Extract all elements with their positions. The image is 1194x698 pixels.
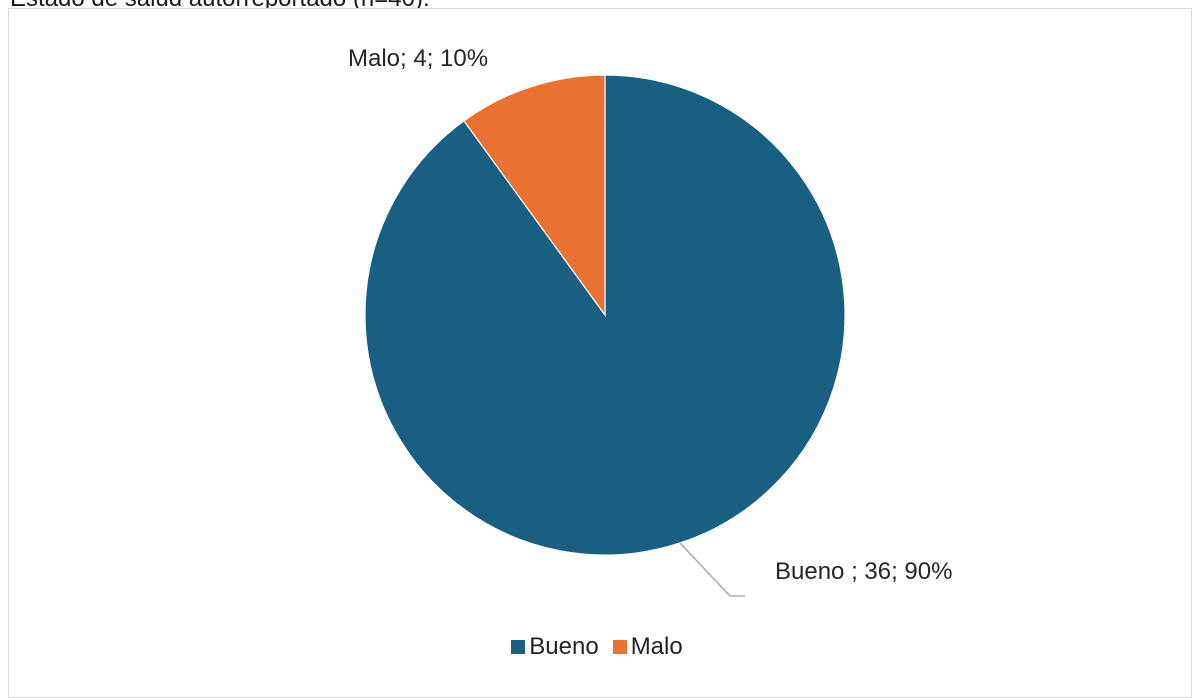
legend-swatch-malo bbox=[612, 640, 627, 654]
legend: Bueno Malo bbox=[0, 632, 1194, 662]
data-label-bueno: Bueno ; 36; 90% bbox=[775, 558, 952, 585]
legend-item-malo: Malo bbox=[612, 633, 683, 661]
legend-label-bueno: Bueno bbox=[529, 633, 599, 660]
data-label-malo: Malo; 4; 10% bbox=[348, 45, 488, 72]
pie-slices bbox=[364, 74, 846, 556]
pie-slice-malo bbox=[463, 74, 606, 317]
leader-line bbox=[679, 542, 731, 597]
legend-label-malo: Malo bbox=[630, 633, 683, 660]
legend-item-bueno: Bueno bbox=[511, 633, 599, 661]
pie-chart: Malo; 4; 10% Bueno ; 36; 90% bbox=[348, 45, 952, 597]
legend-swatch-bueno bbox=[511, 640, 526, 654]
